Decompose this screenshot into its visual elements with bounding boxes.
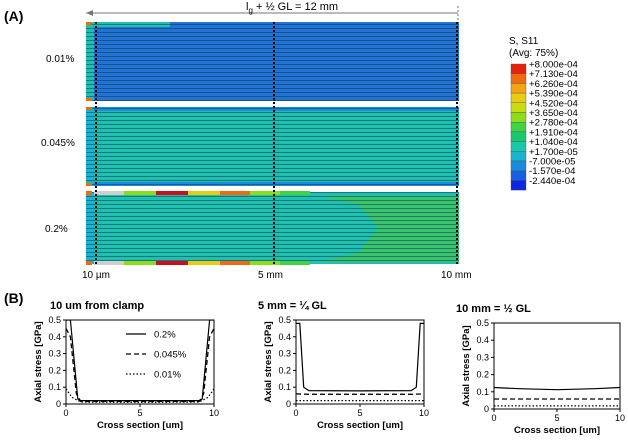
legend-swatch <box>510 83 527 94</box>
y-axis-label: Axial stress [GPa] <box>461 325 472 406</box>
position-label-10um: 10 µm <box>82 270 110 281</box>
y-tick-label: 0.2 <box>278 365 291 375</box>
legend-value: +8.000e-04 <box>529 60 578 71</box>
position-label-10mm: 10 mm <box>441 270 472 281</box>
y-tick-label: 0.2 <box>476 370 489 380</box>
legend-swatch <box>510 121 527 133</box>
legend-entry: 0.2% <box>154 330 176 341</box>
stress-legend: S, S11 (Avg: 75%) +8.000e-04+7.130e-04+6… <box>509 36 578 191</box>
y-tick-label: 0.1 <box>278 382 291 392</box>
legend-title: S, S11 <box>509 36 539 47</box>
legend-swatch <box>510 180 527 191</box>
legend-value: -2.440e-04 <box>529 176 576 187</box>
legend-value: -1.570e-04 <box>529 166 576 177</box>
x-tick-label: 10 <box>419 408 429 418</box>
x-tick-label: 5 <box>357 408 362 418</box>
length-label: lg + ½ GL = 12 mm <box>246 1 338 15</box>
contour-plot-0-01 <box>86 22 459 101</box>
legend-value: -7.000e-05 <box>529 157 575 168</box>
legend-value: +1.040e-04 <box>529 137 578 148</box>
chart-frame <box>65 319 215 405</box>
series-line-1 <box>296 322 424 392</box>
x-tick-label: 5 <box>137 408 142 418</box>
chart-title: 10 mm = ½ GL <box>456 303 531 315</box>
legend-entry: 0.045% <box>154 350 187 361</box>
chart-2: 5 mm = ¼ GL 0 0.1 0.2 0.3 0.4 0.5 0 5 10 Cross sec… <box>258 300 429 431</box>
legend-value: +5.390e-04 <box>529 89 578 100</box>
y-tick-label: 0.3 <box>476 352 489 362</box>
legend-swatch <box>510 112 527 123</box>
section-lines <box>95 22 458 266</box>
series-line-2 <box>66 328 214 403</box>
series-line-1 <box>494 386 620 391</box>
length-dimension: lg + ½ GL = 12 mm <box>86 1 459 20</box>
strain-label-low: 0.01% <box>46 54 74 65</box>
legend-swatch <box>510 92 527 103</box>
x-tick-label: 0 <box>293 408 298 418</box>
x-axis-label: Cross section [um] <box>317 420 403 431</box>
y-axis-label: Axial stress [GPa] <box>33 321 44 402</box>
legend-swatch <box>510 102 527 113</box>
y-tick-label: 0.1 <box>48 382 61 392</box>
legend-value: +4.520e-04 <box>529 98 578 109</box>
chart-1: 10 um from clamp 0 0.1 0.2 0.3 0.4 0.5 0 5 10 Cros… <box>33 300 219 431</box>
y-tick-label: 0 <box>484 404 489 414</box>
y-tick-label: 0.3 <box>278 349 291 359</box>
y-axis-label: Axial stress [GPa] <box>263 321 274 402</box>
y-tick-label: 0.5 <box>278 315 291 325</box>
legend-value: +3.650e-04 <box>529 108 578 119</box>
legend-swatch <box>510 131 527 142</box>
strain-label-high: 0.2% <box>45 224 68 235</box>
x-tick-label: 5 <box>554 413 559 423</box>
legend-value: +7.130e-04 <box>529 69 578 80</box>
x-axis-label: Cross section [um] <box>514 425 600 436</box>
x-axis-label: Cross section [um] <box>97 420 183 431</box>
y-tick-label: 0.4 <box>278 332 291 342</box>
x-tick-label: 0 <box>491 413 496 423</box>
position-label-5mm: 5 mm <box>258 270 283 281</box>
legend-value: +6.260e-04 <box>529 79 578 90</box>
legend-swatch <box>510 170 527 181</box>
stress-charts: 10 um from clamp 0 0.1 0.2 0.3 0.4 0.5 0 5 10 Cros… <box>33 300 625 436</box>
legend-value: +2.780e-04 <box>529 118 578 129</box>
y-tick-label: 0 <box>286 399 291 409</box>
legend-value: +1.910e-04 <box>529 127 578 138</box>
y-tick-label: 0.4 <box>476 335 489 345</box>
y-tick-label: 0.5 <box>476 318 489 328</box>
strain-label-mid: 0.045% <box>41 138 75 149</box>
panel-a-label: (A) <box>4 8 23 24</box>
legend-value: +1.700e-05 <box>529 147 578 158</box>
y-tick-label: 0.3 <box>48 349 61 359</box>
y-tick-label: 0.1 <box>476 387 489 397</box>
x-tick-label: 10 <box>209 408 219 418</box>
y-tick-label: 0.4 <box>48 332 61 342</box>
legend-swatch <box>510 151 527 162</box>
legend-swatch <box>510 160 527 171</box>
legend-swatch <box>510 141 527 152</box>
legend-swatch <box>510 63 527 74</box>
contour-plot-0-045 <box>86 107 459 186</box>
legend-subtitle: (Avg: 75%) <box>509 48 558 59</box>
panel-b-label: (B) <box>4 290 23 306</box>
y-tick-label: 0.2 <box>48 365 61 375</box>
y-tick-label: 0.5 <box>48 315 61 325</box>
x-tick-label: 10 <box>615 413 625 423</box>
y-tick-label: 0 <box>56 399 61 409</box>
x-tick-label: 0 <box>63 408 68 418</box>
chart-3: 10 mm = ½ GL 0 0.1 0.2 0.3 0.4 0.5 0 5 10 Cross se… <box>456 303 625 436</box>
chart-frame <box>493 322 621 410</box>
chart-title: 10 um from clamp <box>50 300 144 312</box>
legend-entry: 0.01% <box>154 370 181 381</box>
series-line-1 <box>66 320 214 402</box>
chart-title: 5 mm = ¼ GL <box>258 300 327 312</box>
legend-swatch <box>510 73 527 84</box>
contour-plot-0-2 <box>86 191 459 265</box>
